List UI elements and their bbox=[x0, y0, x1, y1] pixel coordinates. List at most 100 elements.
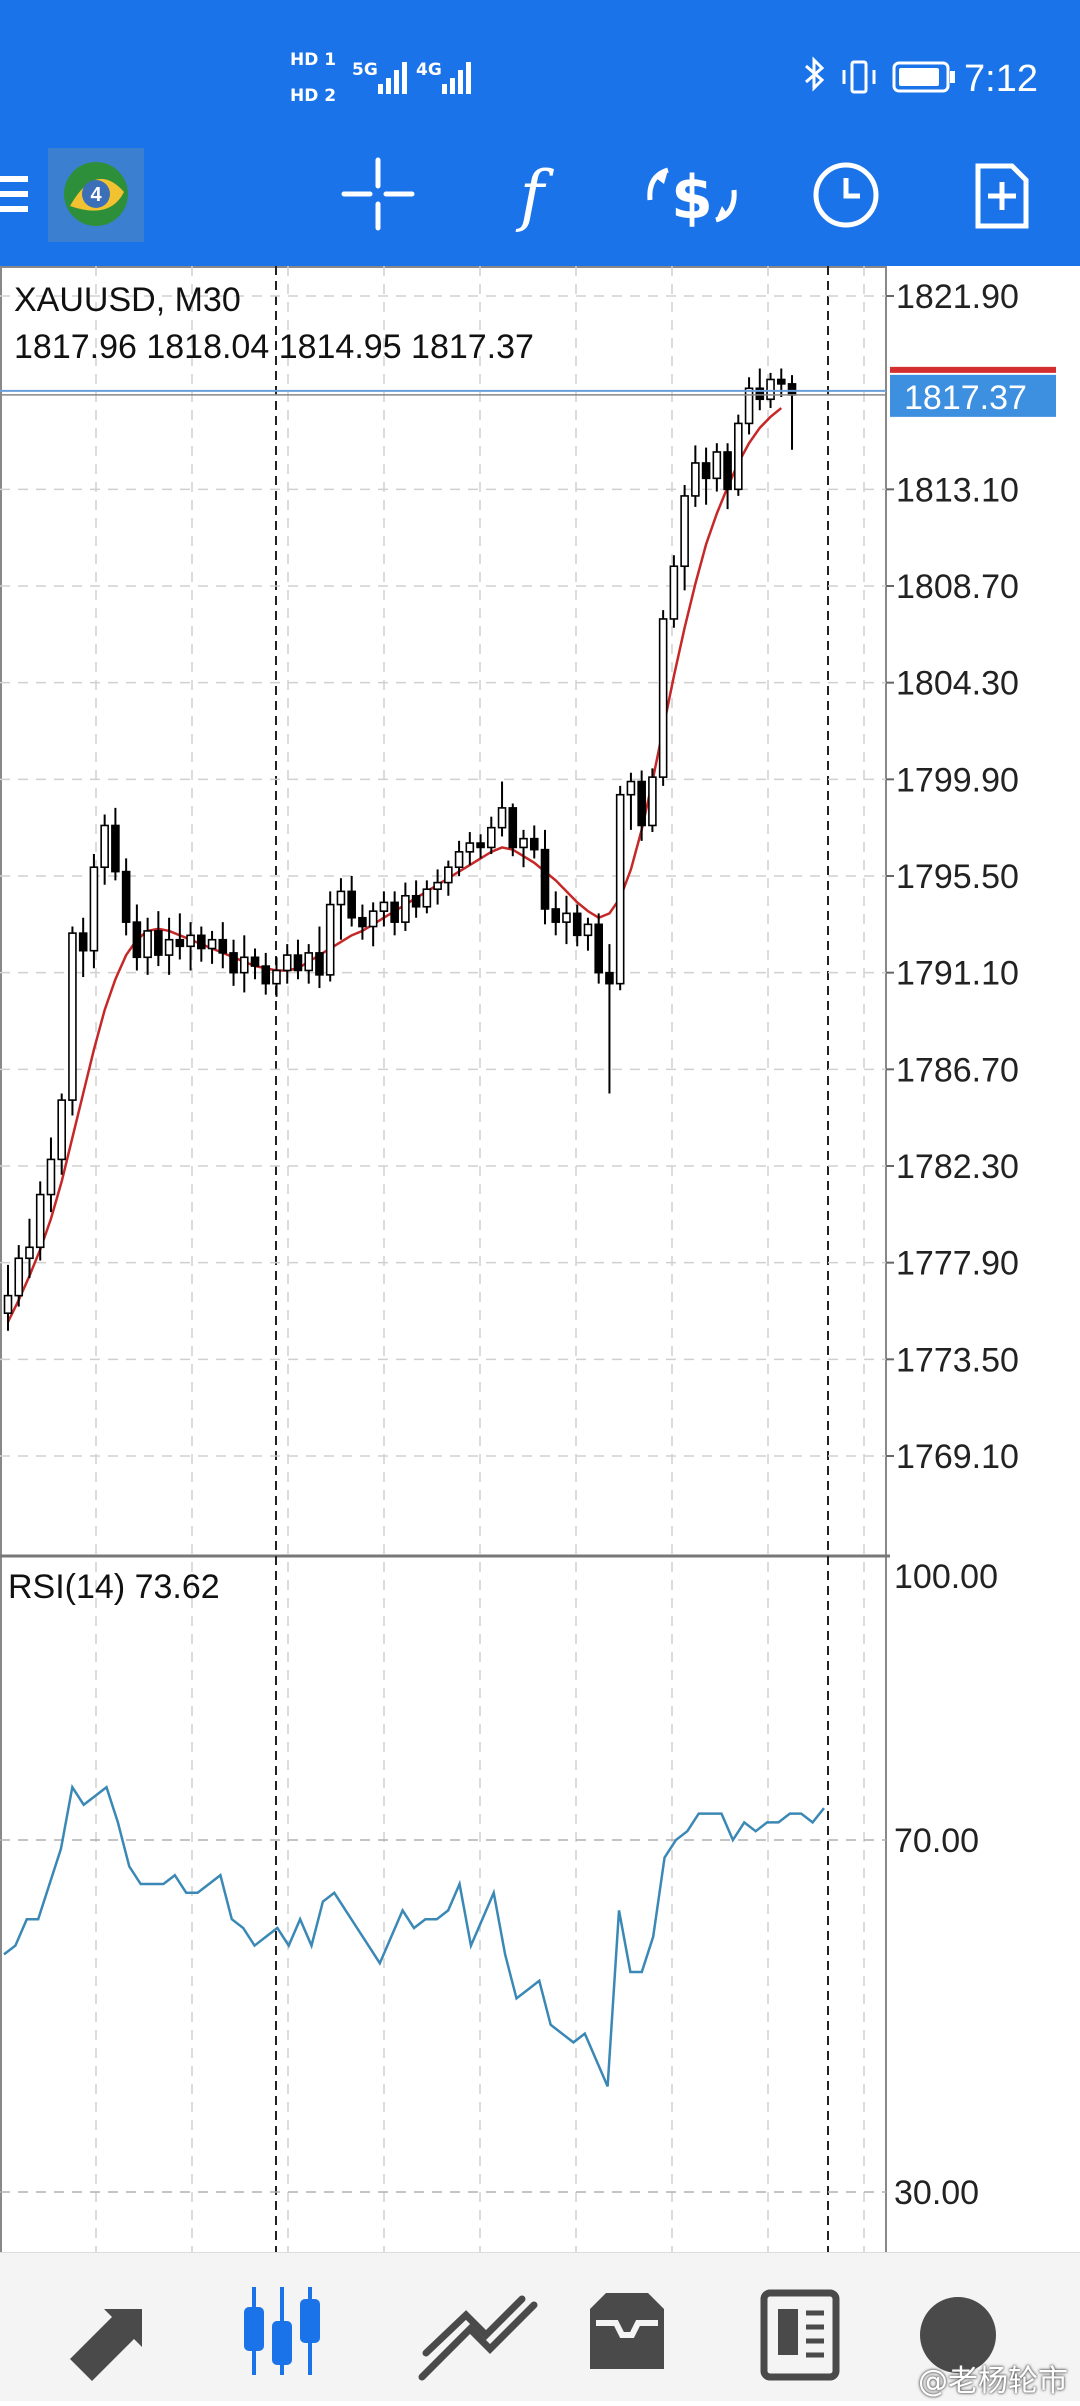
candle-37 bbox=[401, 882, 410, 931]
menu-icon[interactable] bbox=[0, 176, 28, 212]
candle-50 bbox=[540, 829, 550, 925]
status-time: 7:12 bbox=[964, 58, 1038, 100]
candle-8 bbox=[89, 854, 99, 969]
candle-73 bbox=[787, 375, 797, 450]
price-tick-label-7: 1786.70 bbox=[896, 1051, 1019, 1089]
candle-61 bbox=[658, 610, 668, 786]
candle-54 bbox=[583, 917, 593, 951]
signal-icon bbox=[378, 62, 471, 94]
svg-text:f: f bbox=[515, 157, 555, 234]
chart-icon[interactable] bbox=[244, 2287, 320, 2375]
top-bar bbox=[0, 0, 1080, 266]
candle-16 bbox=[175, 913, 185, 960]
symbol-label: XAUUSD, M30 bbox=[14, 281, 241, 319]
candle-20 bbox=[218, 922, 228, 969]
candle-45 bbox=[486, 816, 496, 855]
candle-58 bbox=[626, 772, 636, 830]
candlestick-series bbox=[3, 368, 797, 1331]
ohlc-label: 1817.96 1818.04 1814.95 1817.37 bbox=[14, 328, 534, 366]
candle-22 bbox=[239, 935, 249, 993]
price-tick-label-11: 1769.10 bbox=[896, 1438, 1019, 1476]
candle-7 bbox=[78, 917, 88, 978]
vibrate-icon bbox=[842, 60, 876, 94]
candle-35 bbox=[379, 891, 389, 927]
candle-27 bbox=[293, 939, 303, 980]
price-tick-label-9: 1777.90 bbox=[896, 1245, 1019, 1283]
candle-36 bbox=[390, 891, 399, 936]
trade-icon[interactable]: $ bbox=[647, 163, 737, 233]
chart-grid bbox=[0, 266, 890, 2252]
price-tick-label-4: 1799.90 bbox=[896, 761, 1019, 799]
candle-2 bbox=[25, 1218, 34, 1279]
candle-15 bbox=[164, 917, 174, 975]
chart-frame bbox=[0, 266, 887, 2252]
candle-26 bbox=[282, 944, 292, 984]
current-price-label: 1817.37 bbox=[904, 379, 1027, 417]
trade-nav-icon[interactable] bbox=[418, 2295, 538, 2381]
candle-40 bbox=[433, 869, 442, 905]
candle-11 bbox=[121, 858, 131, 936]
moving-average-line bbox=[6, 407, 783, 1323]
chart-area[interactable]: 1821.90 1813.10 1808.70 1804.30 1799.90 1795.… bbox=[0, 266, 1080, 2252]
candle-34 bbox=[368, 902, 378, 947]
price-axis: 1821.90 1813.10 1808.70 1804.30 1799.90 1795.… bbox=[0, 278, 1056, 2212]
candle-25 bbox=[272, 957, 281, 997]
indicators-icon[interactable]: f bbox=[515, 157, 555, 234]
price-tick-label-0: 1821.90 bbox=[896, 278, 1019, 316]
candle-60 bbox=[648, 768, 657, 833]
candle-23 bbox=[250, 948, 260, 980]
crosshair-icon[interactable] bbox=[341, 157, 415, 231]
candle-13 bbox=[143, 917, 152, 975]
candle-3 bbox=[35, 1181, 45, 1261]
candle-10 bbox=[111, 807, 120, 881]
battery-icon bbox=[892, 61, 955, 93]
bottom-navigation bbox=[0, 2252, 1080, 2401]
settings-nav-icon[interactable] bbox=[920, 2297, 996, 2373]
candle-68 bbox=[734, 414, 743, 496]
candle-18 bbox=[197, 926, 206, 962]
candle-5 bbox=[57, 1093, 67, 1175]
sim1-label: HD 1 bbox=[290, 50, 337, 70]
toolbar: 4 f $ bbox=[0, 56, 1029, 242]
candle-66 bbox=[712, 443, 722, 492]
price-tick-label-5: 1795.50 bbox=[896, 858, 1019, 896]
candle-31 bbox=[336, 878, 346, 940]
candle-30 bbox=[325, 891, 335, 982]
rsi-label: RSI(14) 73.62 bbox=[8, 1568, 220, 1606]
timeframe-icon[interactable] bbox=[813, 162, 879, 228]
candle-9 bbox=[100, 814, 109, 885]
quotes-icon[interactable] bbox=[70, 2309, 144, 2381]
svg-text:4: 4 bbox=[90, 184, 102, 206]
candle-21 bbox=[229, 939, 238, 986]
candle-62 bbox=[669, 555, 679, 628]
ma-polyline bbox=[6, 407, 783, 1323]
network-5g-label: 5G bbox=[352, 60, 378, 80]
candle-63 bbox=[680, 484, 689, 591]
candle-17 bbox=[186, 922, 195, 971]
candle-48 bbox=[519, 829, 528, 868]
candle-55 bbox=[594, 913, 604, 984]
candle-33 bbox=[358, 904, 367, 940]
rsi-tick-label-0: 100.00 bbox=[894, 1558, 998, 1596]
candle-42 bbox=[454, 840, 464, 876]
candle-12 bbox=[132, 904, 142, 971]
candle-41 bbox=[444, 860, 453, 896]
candle-57 bbox=[615, 785, 625, 991]
candle-51 bbox=[551, 891, 561, 936]
candle-19 bbox=[207, 930, 217, 964]
news-icon[interactable] bbox=[760, 2289, 840, 2381]
watermark: @老杨轮市 bbox=[918, 2364, 1068, 2399]
price-tick-label-6: 1791.10 bbox=[896, 955, 1019, 993]
candle-46 bbox=[497, 781, 507, 837]
rsi-line bbox=[3, 1783, 825, 2087]
candle-67 bbox=[723, 443, 732, 510]
history-icon[interactable] bbox=[590, 2293, 664, 2369]
objects-icon[interactable] bbox=[975, 163, 1029, 229]
price-tick-label-2: 1808.70 bbox=[896, 568, 1019, 606]
price-tick-label-1: 1813.10 bbox=[896, 471, 1019, 509]
candle-29 bbox=[315, 926, 324, 989]
candle-38 bbox=[411, 880, 421, 918]
price-tick-label-3: 1804.30 bbox=[896, 665, 1019, 703]
candle-59 bbox=[637, 770, 646, 841]
candle-53 bbox=[572, 904, 582, 947]
